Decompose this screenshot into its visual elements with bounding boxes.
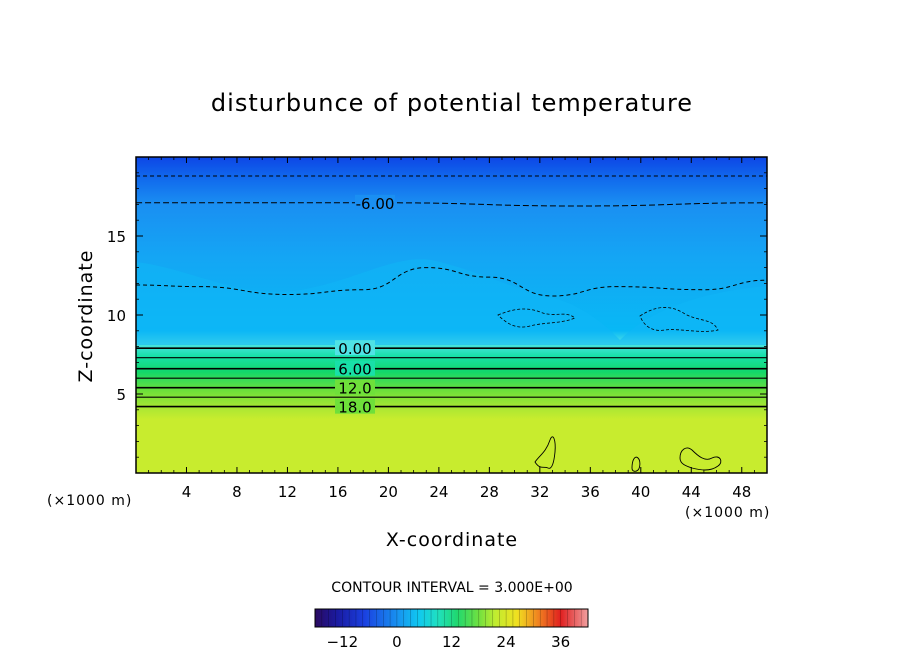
contour-label-2: 6.00 <box>338 361 371 379</box>
y-tick-label-2: 15 <box>107 228 126 246</box>
colorbar-tick-label-2: 12 <box>442 633 461 651</box>
contour-label-1: 0.00 <box>338 340 371 358</box>
y-tick-label-0: 5 <box>116 386 126 404</box>
x-tick-label-9: 40 <box>631 483 650 501</box>
colorbar-tick-label-4: 36 <box>551 633 570 651</box>
contour-label-bg-3 <box>335 379 375 395</box>
x-tick-label-0: 4 <box>182 483 192 501</box>
x-tick-label-7: 32 <box>530 483 549 501</box>
dashed-eddy-left <box>497 308 576 328</box>
contour-label-bg-2 <box>335 360 375 376</box>
x-tick-label-3: 16 <box>328 483 347 501</box>
contour-lines <box>135 175 768 408</box>
colorbar-tick-label-0: −12 <box>326 633 358 651</box>
temperature-bulge-shade <box>136 259 767 345</box>
bottom-feature-a <box>534 436 556 469</box>
bottom-feature-c <box>679 447 722 471</box>
x-tick-label-8: 36 <box>581 483 600 501</box>
y-axis-title: Z-coordinate <box>75 250 97 383</box>
contour-label-bg-4 <box>335 398 375 414</box>
contour-line-2 <box>135 267 768 297</box>
y-tick-label-1: 10 <box>107 307 126 325</box>
small-contour-features <box>497 307 722 472</box>
colorbar: −12 0 12 24 36 <box>314 608 589 651</box>
x-tick-label-2: 12 <box>278 483 297 501</box>
chart-title: disturbunce of potential temperature <box>211 89 693 117</box>
x-unit-label: (×1000 m) <box>685 505 770 521</box>
x-tick-label-1: 8 <box>232 483 242 501</box>
contour-label-0: -6.00 <box>356 195 395 213</box>
colorbar-segments <box>321 609 582 627</box>
x-axis-title: X-coordinate <box>386 529 518 551</box>
y-axis-ticks: 5 10 15 <box>107 172 767 458</box>
colorbar-tick-label-3: 24 <box>497 633 516 651</box>
colorbar-tick-label-1: 0 <box>392 633 402 651</box>
x-tick-label-10: 44 <box>682 483 701 501</box>
x-tick-label-11: 48 <box>732 483 751 501</box>
bottom-feature-b <box>631 456 641 472</box>
contour-label-bg-1 <box>335 340 375 356</box>
colorbar-tick-labels: −12 0 12 24 36 <box>326 633 570 651</box>
contour-label-3: 12.0 <box>338 380 371 398</box>
x-tick-label-6: 28 <box>480 483 499 501</box>
contour-label-bg-0 <box>355 194 395 210</box>
x-tick-label-4: 20 <box>379 483 398 501</box>
x-axis-ticks: 4 8 12 16 20 24 28 32 36 40 44 48 <box>148 157 755 501</box>
z-unit-label: (×1000 m) <box>47 493 132 509</box>
contour-label-4: 18.0 <box>338 399 371 417</box>
x-tick-label-5: 24 <box>429 483 448 501</box>
contour-interval-text: CONTOUR INTERVAL = 3.000E+00 <box>331 580 572 596</box>
dashed-eddy-right <box>639 307 719 332</box>
contour-line-1 <box>135 202 768 207</box>
